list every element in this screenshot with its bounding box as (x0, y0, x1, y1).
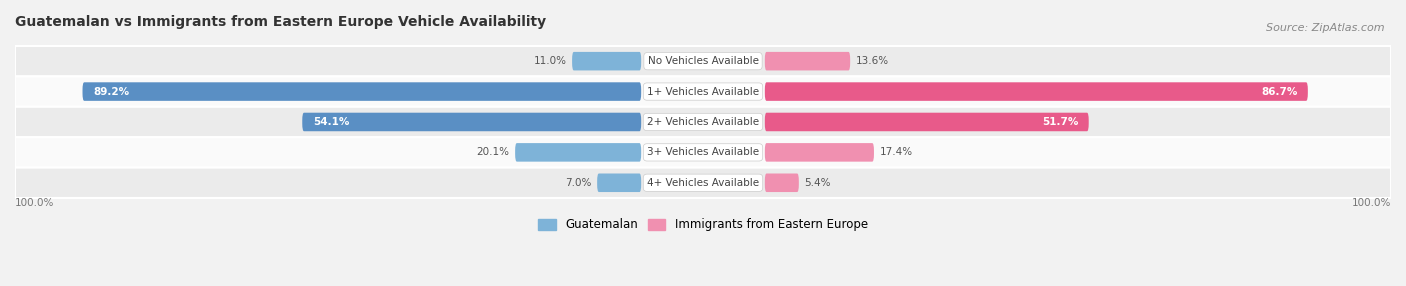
Text: Guatemalan vs Immigrants from Eastern Europe Vehicle Availability: Guatemalan vs Immigrants from Eastern Eu… (15, 15, 546, 29)
FancyBboxPatch shape (83, 82, 641, 101)
FancyBboxPatch shape (15, 168, 1391, 198)
FancyBboxPatch shape (765, 143, 875, 162)
Text: 5.4%: 5.4% (804, 178, 831, 188)
Text: 7.0%: 7.0% (565, 178, 592, 188)
Text: 89.2%: 89.2% (93, 87, 129, 97)
FancyBboxPatch shape (572, 52, 641, 70)
Text: 86.7%: 86.7% (1261, 87, 1298, 97)
FancyBboxPatch shape (15, 76, 1391, 107)
Text: 17.4%: 17.4% (879, 147, 912, 157)
Text: No Vehicles Available: No Vehicles Available (648, 56, 758, 66)
FancyBboxPatch shape (15, 46, 1391, 76)
FancyBboxPatch shape (765, 113, 1088, 131)
FancyBboxPatch shape (15, 137, 1391, 168)
Text: 20.1%: 20.1% (477, 147, 510, 157)
FancyBboxPatch shape (598, 174, 641, 192)
Text: 1+ Vehicles Available: 1+ Vehicles Available (647, 87, 759, 97)
Text: 2+ Vehicles Available: 2+ Vehicles Available (647, 117, 759, 127)
FancyBboxPatch shape (515, 143, 641, 162)
Text: 11.0%: 11.0% (534, 56, 567, 66)
FancyBboxPatch shape (765, 82, 1308, 101)
Text: 100.0%: 100.0% (1351, 198, 1391, 208)
Text: 100.0%: 100.0% (15, 198, 55, 208)
Text: 4+ Vehicles Available: 4+ Vehicles Available (647, 178, 759, 188)
Text: 3+ Vehicles Available: 3+ Vehicles Available (647, 147, 759, 157)
FancyBboxPatch shape (765, 52, 851, 70)
Text: 54.1%: 54.1% (312, 117, 349, 127)
Text: 51.7%: 51.7% (1042, 117, 1078, 127)
Text: 13.6%: 13.6% (856, 56, 889, 66)
Text: Source: ZipAtlas.com: Source: ZipAtlas.com (1267, 23, 1385, 33)
FancyBboxPatch shape (765, 174, 799, 192)
FancyBboxPatch shape (15, 107, 1391, 137)
FancyBboxPatch shape (302, 113, 641, 131)
Legend: Guatemalan, Immigrants from Eastern Europe: Guatemalan, Immigrants from Eastern Euro… (533, 214, 873, 236)
